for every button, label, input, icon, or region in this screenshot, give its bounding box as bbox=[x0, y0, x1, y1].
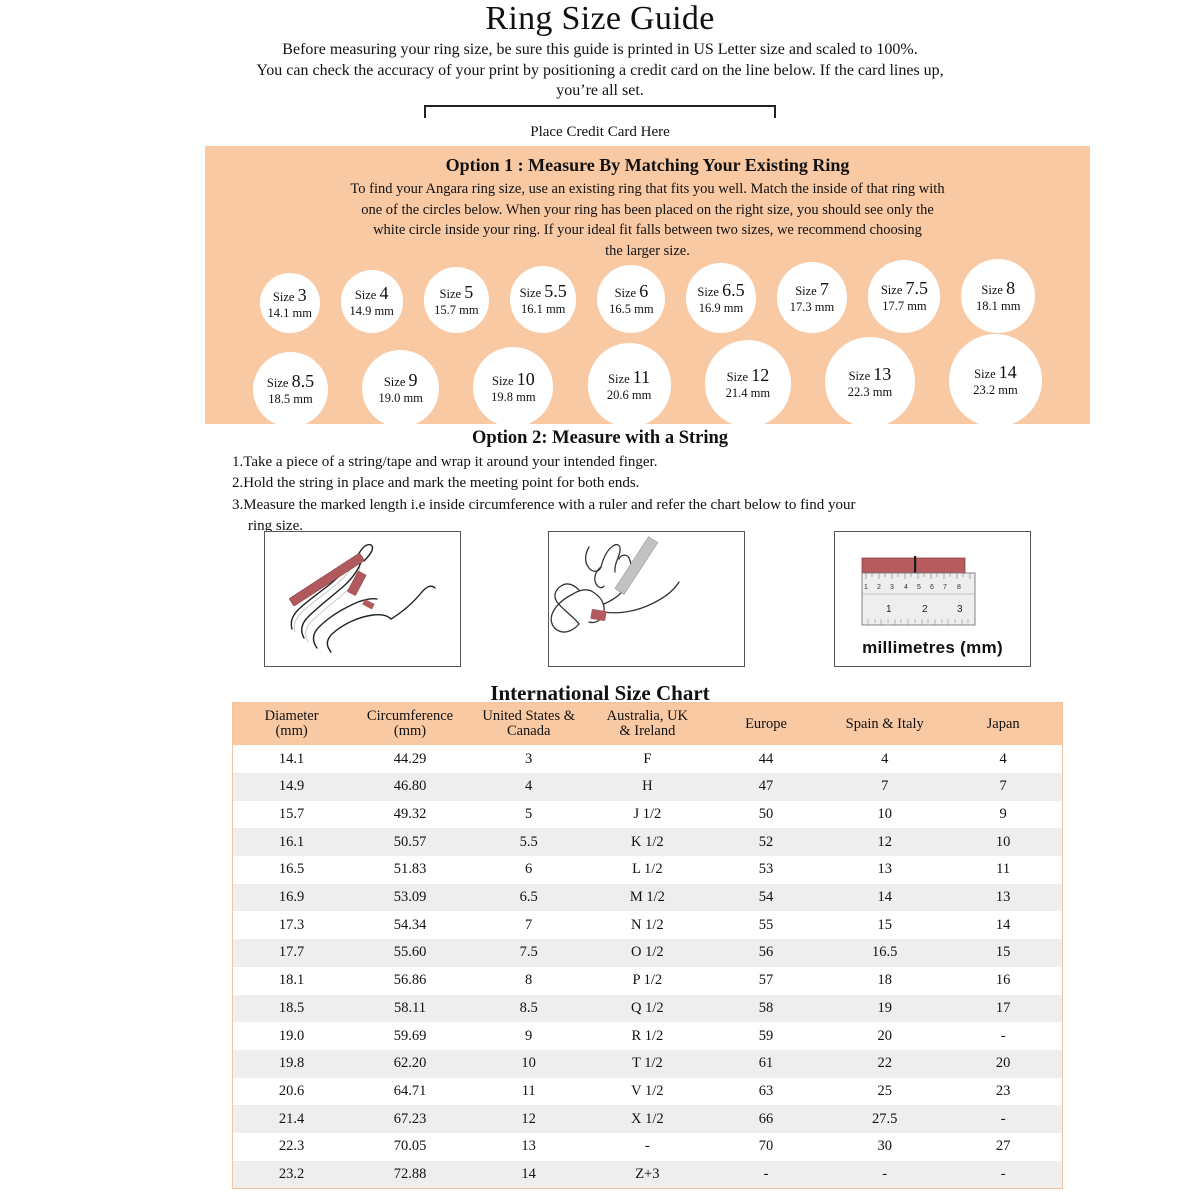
svg-text:5: 5 bbox=[917, 584, 921, 591]
svg-text:2: 2 bbox=[922, 604, 928, 615]
svg-text:3: 3 bbox=[957, 604, 963, 615]
svg-text:6: 6 bbox=[930, 584, 934, 591]
svg-text:7: 7 bbox=[943, 584, 947, 591]
svg-text:8: 8 bbox=[957, 584, 961, 591]
svg-text:1: 1 bbox=[864, 584, 868, 591]
svg-text:2: 2 bbox=[877, 584, 881, 591]
svg-text:4: 4 bbox=[904, 584, 908, 591]
svg-text:1: 1 bbox=[886, 604, 892, 615]
svg-text:3: 3 bbox=[890, 584, 894, 591]
